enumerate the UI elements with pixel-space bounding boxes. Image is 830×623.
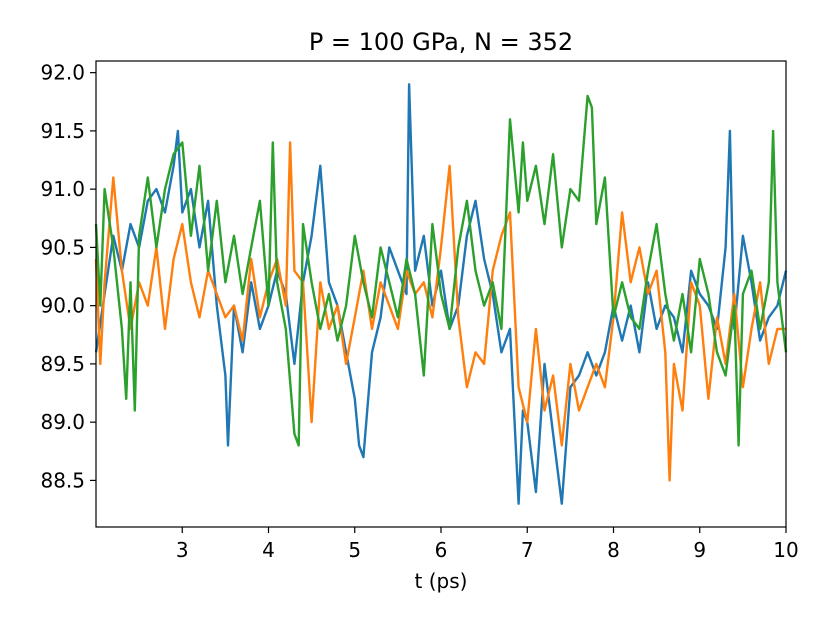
x-tick-label: 4	[262, 538, 275, 562]
x-tick-label: 9	[693, 538, 706, 562]
series-layer	[94, 83, 788, 505]
x-tick-label: 10	[773, 538, 798, 562]
y-tick-label: 90.0	[40, 294, 85, 318]
y-axis: 88.5 89.0 89.5 90.0 90.5 91.0 91.5 92.0	[40, 61, 96, 492]
series-line-1	[94, 83, 788, 505]
x-tick-label: 5	[348, 538, 361, 562]
y-tick-label: 89.0	[40, 410, 85, 434]
y-tick-label: 89.5	[40, 352, 85, 376]
x-tick-label: 3	[176, 538, 189, 562]
chart-title: P = 100 GPa, N = 352	[309, 28, 573, 56]
series-line-3	[94, 94, 788, 447]
x-axis-label: t (ps)	[415, 569, 468, 593]
y-tick-label: 90.5	[40, 235, 85, 259]
x-tick-label: 8	[607, 538, 620, 562]
x-tick-label: 6	[435, 538, 448, 562]
series-line-2	[94, 141, 786, 482]
y-tick-label: 91.5	[40, 119, 85, 143]
x-axis: 3 4 5 6 7 8 9 10	[176, 527, 799, 562]
y-tick-label: 88.5	[40, 468, 85, 492]
y-tick-label: 92.0	[40, 61, 85, 85]
y-tick-label: 91.0	[40, 177, 85, 201]
x-tick-label: 7	[521, 538, 534, 562]
